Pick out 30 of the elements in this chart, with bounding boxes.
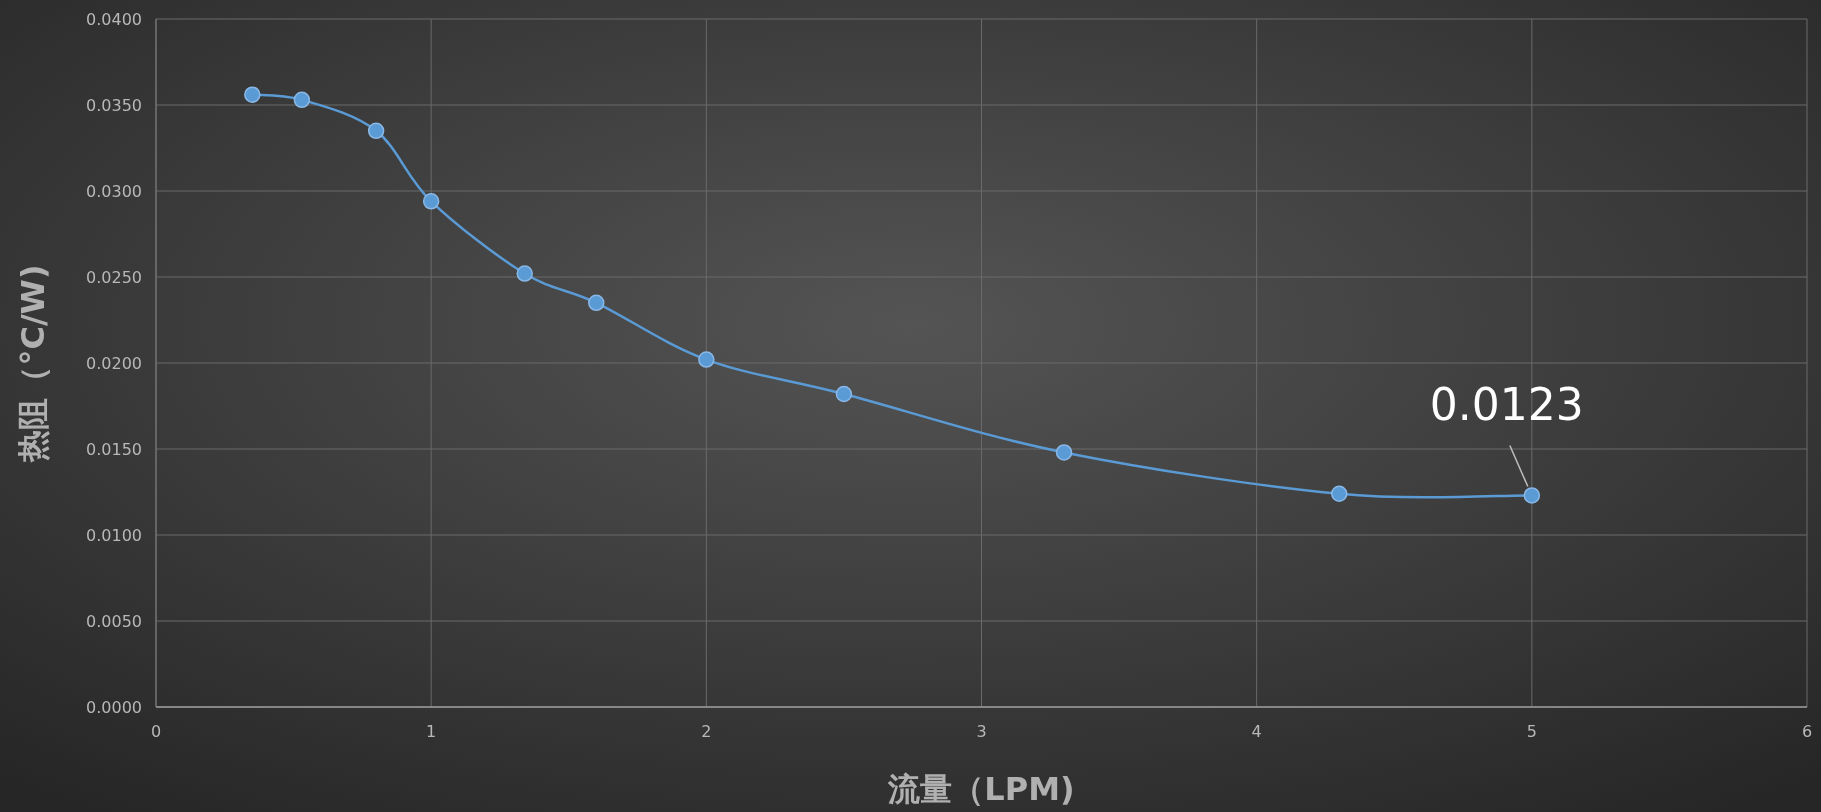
annotation: 0.0123	[1429, 379, 1584, 431]
x-tick-label: 3	[976, 722, 987, 741]
x-tick-label: 6	[1801, 722, 1813, 741]
y-tick-label: 0.0000	[86, 698, 142, 717]
y-tick-label: 0.0300	[86, 182, 142, 201]
x-axis-title: 流量（LPM)	[887, 770, 1075, 808]
y-tick-label: 0.0350	[86, 96, 142, 115]
point	[422, 193, 440, 210]
point	[698, 351, 715, 368]
point	[1330, 485, 1348, 502]
point	[1055, 444, 1073, 461]
x-tick-label: 2	[701, 722, 712, 741]
point	[835, 385, 853, 403]
point	[293, 91, 311, 109]
x-tick-label: 1	[426, 722, 437, 741]
x-tick-label: 4	[1251, 722, 1262, 741]
point	[367, 122, 385, 140]
y-tick-label: 0.0250	[86, 268, 142, 287]
y-tick-label: 0.0050	[86, 612, 142, 631]
x-tick-label: 0	[150, 722, 162, 741]
point	[588, 294, 605, 312]
y-tick-label: 0.0150	[86, 440, 142, 459]
y-tick-label: 0.0200	[86, 354, 142, 373]
x-tick-label: 5	[1526, 722, 1537, 741]
point	[244, 86, 261, 103]
point	[1523, 487, 1541, 504]
y-tick-label: 0.0400	[86, 10, 142, 29]
y-tick-label: 0.0100	[86, 526, 142, 545]
point	[516, 265, 533, 282]
y-axis-title: 热阻（°C/W)	[14, 264, 52, 463]
